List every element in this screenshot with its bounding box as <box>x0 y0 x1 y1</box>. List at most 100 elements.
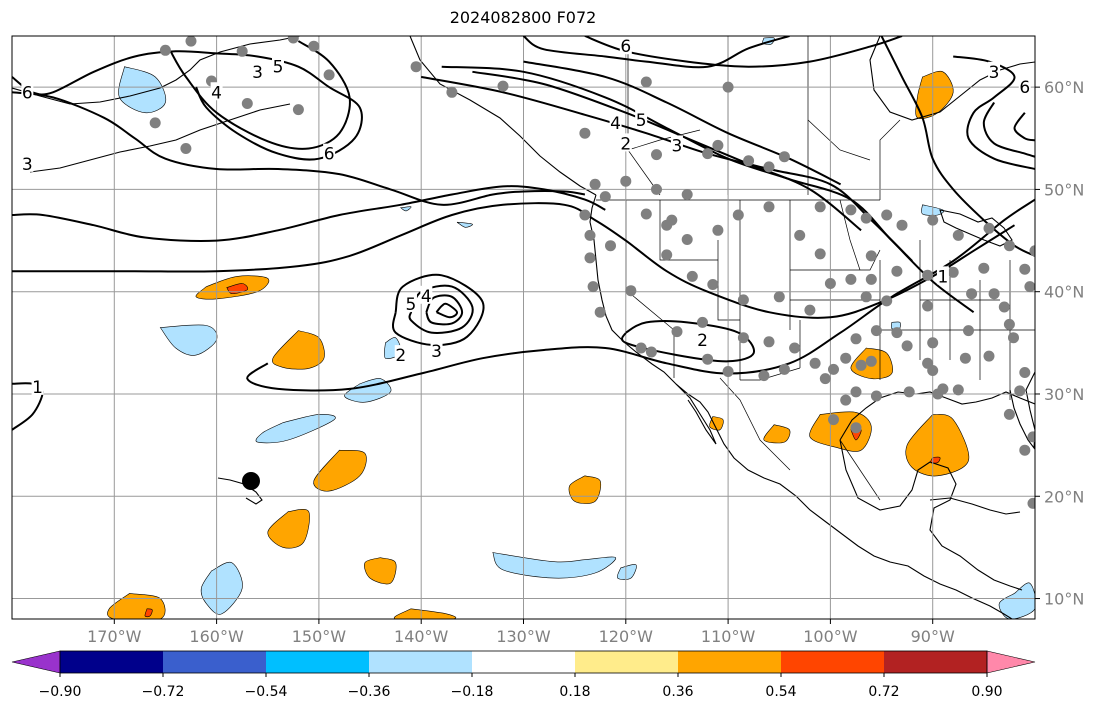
station-dot <box>1024 281 1035 293</box>
station-dot <box>681 189 693 200</box>
anomaly-region-9 <box>267 509 310 549</box>
station-dot <box>1019 263 1031 275</box>
station-dot <box>707 279 719 290</box>
station-dot <box>589 178 601 190</box>
station-dot <box>870 325 882 337</box>
station-dot <box>640 208 652 220</box>
anomaly-region-25 <box>118 66 167 114</box>
station-dot <box>671 326 683 338</box>
station-dot <box>1027 431 1035 443</box>
station-dot <box>840 352 852 364</box>
station-dot <box>952 384 964 396</box>
station-dot <box>1019 444 1031 456</box>
station-dot <box>241 98 253 109</box>
contour-line-13 <box>421 75 913 262</box>
station-dot <box>292 104 304 116</box>
station-dot <box>180 143 192 154</box>
contour-label: 1 <box>32 378 43 398</box>
colorbar-segment <box>575 651 679 673</box>
contour-label-bg <box>420 285 433 304</box>
lat-tick-label: 60°N <box>1044 78 1084 97</box>
station-dot <box>932 388 944 400</box>
coastline-alaska <box>409 36 597 196</box>
station-dot <box>605 240 616 252</box>
contour-label-bg <box>251 61 264 80</box>
colorbar-tick-label: 0.18 <box>559 684 590 700</box>
station-dot <box>870 390 882 402</box>
station-dot <box>840 394 852 406</box>
station-dot <box>778 151 790 163</box>
station-layer <box>149 36 1035 509</box>
contour-label: 3 <box>252 63 263 83</box>
station-dot <box>789 342 801 354</box>
station-dot <box>1027 497 1035 509</box>
station-dot <box>881 295 893 307</box>
lat-tick-label: 40°N <box>1044 283 1084 302</box>
lat-tick-label: 30°N <box>1044 385 1084 404</box>
anomaly-region-3 <box>159 324 218 356</box>
station-dot <box>814 201 826 213</box>
station-dot <box>737 294 749 306</box>
station-dot <box>927 337 939 349</box>
station-dot <box>819 373 831 385</box>
contour-label: 3 <box>989 63 1000 83</box>
station-dot <box>1019 367 1031 378</box>
contour-label-bg <box>609 112 622 131</box>
contour-label-bg <box>323 143 336 162</box>
contour-label-bg <box>394 345 407 364</box>
station-dot <box>702 353 714 365</box>
station-dot <box>236 45 248 57</box>
station-dot <box>712 139 724 151</box>
station-dot <box>697 316 708 328</box>
contour-label: 1 <box>938 267 949 287</box>
station-dot <box>763 161 775 173</box>
station-dot <box>287 36 299 44</box>
station-dot <box>814 248 826 260</box>
anomaly-region-30 <box>456 221 473 228</box>
station-dot <box>988 288 1000 300</box>
station-dot <box>794 229 806 241</box>
anomaly-region-27 <box>998 582 1035 619</box>
cuba <box>929 497 1021 515</box>
colorbar-segment <box>678 651 782 673</box>
contour-label-bg <box>271 56 284 75</box>
contour-line-8 <box>392 273 485 347</box>
contour-label: 5 <box>273 58 284 78</box>
station-dot <box>850 422 862 434</box>
station-dot <box>686 270 698 282</box>
station-dot <box>1003 240 1015 252</box>
contour-label: 2 <box>697 331 708 351</box>
lon-tick-label: 160°W <box>189 627 244 646</box>
station-dot <box>584 252 596 264</box>
contour-label: 6 <box>620 37 631 57</box>
contour-label: 3 <box>672 136 683 156</box>
station-dot <box>952 229 964 241</box>
coastline-alaska-west <box>12 36 301 105</box>
contour-label: 6 <box>22 83 33 103</box>
lon-tick-label: 170°W <box>87 627 142 646</box>
colorbar-extend-max <box>986 650 1036 674</box>
contour-label: 3 <box>22 155 33 175</box>
station-dot <box>758 370 770 382</box>
colorbar-tick-label: 0.90 <box>971 684 1002 700</box>
anomaly-region-1 <box>226 283 249 295</box>
gridlines <box>12 36 1035 619</box>
station-dot <box>743 155 755 167</box>
station-dot <box>966 288 978 300</box>
station-dot <box>922 357 934 369</box>
station-dot <box>998 301 1010 313</box>
station-dot <box>584 229 596 241</box>
contour-label: 5 <box>636 111 647 131</box>
hawaii-marker <box>242 472 260 490</box>
lon-labels: 170°W 160°W 150°W 140°W 130°W 120°W 110°W 100°W… <box>87 619 955 646</box>
station-dot <box>681 234 693 245</box>
station-dot <box>620 175 632 187</box>
colorbar-segment <box>266 651 370 673</box>
contour-line-11 <box>169 40 351 150</box>
station-dot <box>959 352 971 364</box>
hawaii <box>217 477 263 505</box>
station-dot <box>983 222 995 234</box>
colorbar-tick-label: −0.36 <box>348 684 391 700</box>
contour-label-bg <box>619 36 632 55</box>
station-dot <box>927 214 939 226</box>
